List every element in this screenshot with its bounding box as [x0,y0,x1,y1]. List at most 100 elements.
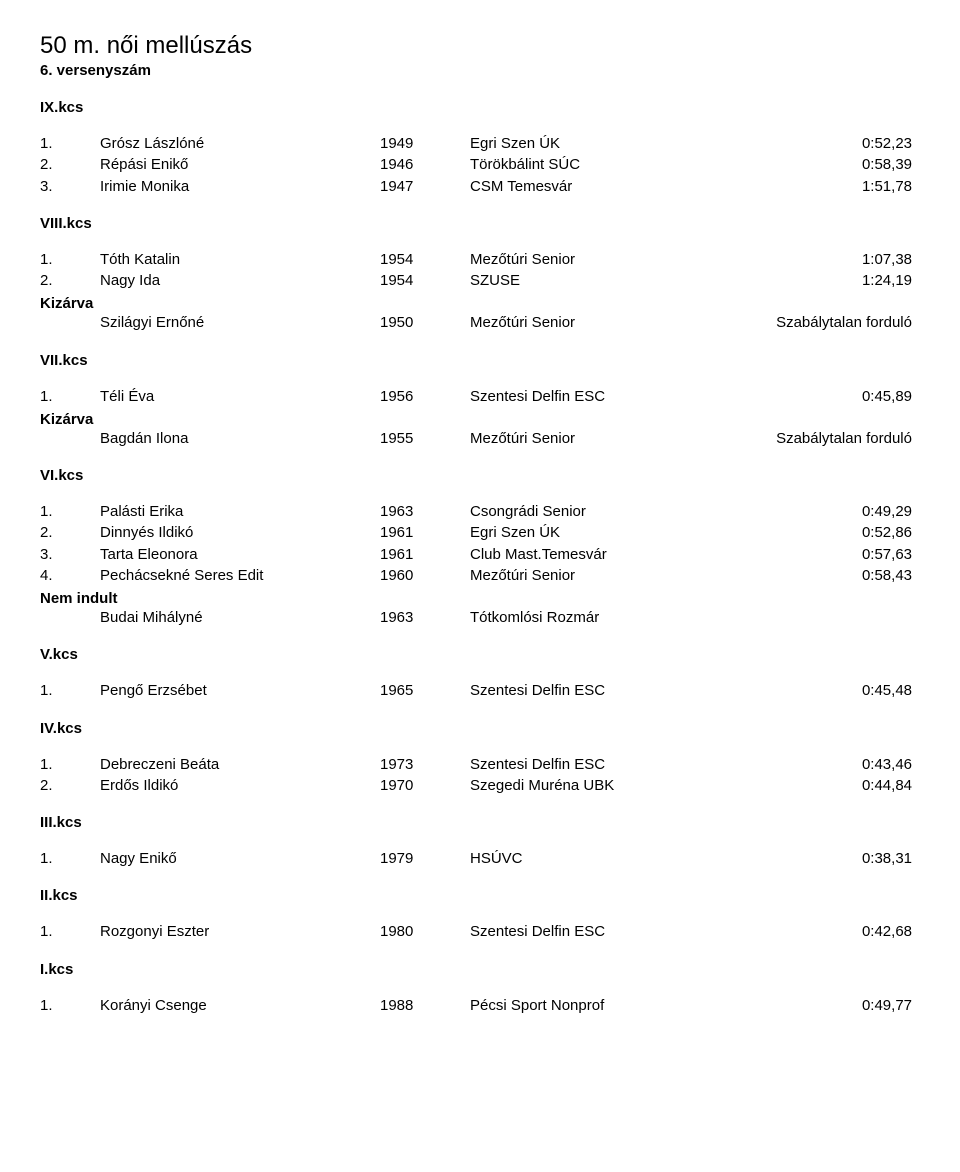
year-cell: 1946 [380,155,470,175]
result-row: 2.Erdős Ildikó1970Szegedi Muréna UBK0:44… [40,776,920,796]
section-label: VIII.kcs [40,215,920,232]
name-cell: Nagy Enikő [100,849,380,869]
result-row: 3.Tarta Eleonora1961Club Mast.Temesvár0:… [40,545,920,565]
result-row: Budai Mihályné1963Tótkomlósi Rozmár [40,608,920,628]
club-cell: HSÚVC [470,849,770,869]
name-cell: Pechácsekné Seres Edit [100,566,380,586]
rank-cell: 1. [40,996,100,1016]
rank-cell: 1. [40,250,100,270]
name-cell: Bagdán Ilona [100,429,380,449]
name-cell: Tarta Eleonora [100,545,380,565]
club-cell: Mezőtúri Senior [470,250,770,270]
year-cell: 1970 [380,776,470,796]
club-cell: SZUSE [470,271,770,291]
result-row: 1.Nagy Enikő1979HSÚVC0:38,31 [40,849,920,869]
section-rows: 1.Grósz Lászlóné1949Egri Szen ÚK0:52,232… [40,134,920,197]
year-cell: 1979 [380,849,470,869]
year-cell: 1954 [380,250,470,270]
section-label: I.kcs [40,961,920,978]
club-cell: Törökbálint SÚC [470,155,770,175]
year-cell: 1980 [380,922,470,942]
result-row: 1.Debreczeni Beáta1973Szentesi Delfin ES… [40,755,920,775]
year-cell: 1961 [380,523,470,543]
result-row: 1.Rozgonyi Eszter1980Szentesi Delfin ESC… [40,922,920,942]
section-rows: 1.Rozgonyi Eszter1980Szentesi Delfin ESC… [40,922,920,942]
result-row: 1.Korányi Csenge1988Pécsi Sport Nonprof0… [40,996,920,1016]
section-label: VII.kcs [40,352,920,369]
section-label: IV.kcs [40,720,920,737]
result-row: 2.Répási Enikő1946Törökbálint SÚC0:58,39 [40,155,920,175]
name-cell: Pengő Erzsébet [100,681,380,701]
club-cell: Szentesi Delfin ESC [470,755,770,775]
section-rows: 1.Tóth Katalin1954Mezőtúri Senior1:07,38… [40,250,920,292]
club-cell: Club Mast.Temesvár [470,545,770,565]
result-row: 1.Pengő Erzsébet1965Szentesi Delfin ESC0… [40,681,920,701]
name-cell: Debreczeni Beáta [100,755,380,775]
club-cell: Szegedi Muréna UBK [470,776,770,796]
rank-cell: 1. [40,922,100,942]
section-label: II.kcs [40,887,920,904]
page-subtitle: 6. versenyszám [40,62,920,79]
time-cell: 0:57,63 [770,545,920,565]
result-row: 1.Tóth Katalin1954Mezőtúri Senior1:07,38 [40,250,920,270]
time-cell: 0:45,48 [770,681,920,701]
name-cell: Korányi Csenge [100,996,380,1016]
section-rows: 1.Debreczeni Beáta1973Szentesi Delfin ES… [40,755,920,797]
year-cell: 1956 [380,387,470,407]
section-label: V.kcs [40,646,920,663]
club-cell: Szentesi Delfin ESC [470,681,770,701]
section-rows: 1.Palásti Erika1963Csongrádi Senior0:49,… [40,502,920,586]
rank-cell: 1. [40,387,100,407]
time-cell [770,608,920,628]
result-row: 1.Téli Éva1956Szentesi Delfin ESC0:45,89 [40,387,920,407]
year-cell: 1963 [380,608,470,628]
time-cell: 0:45,89 [770,387,920,407]
year-cell: 1961 [380,545,470,565]
club-cell: Tótkomlósi Rozmár [470,608,770,628]
club-cell: Pécsi Sport Nonprof [470,996,770,1016]
note-rows: Szilágyi Ernőné1950Mezőtúri SeniorSzabál… [40,313,920,333]
name-cell: Szilágyi Ernőné [100,313,380,333]
rank-cell [40,429,100,449]
time-cell: 1:51,78 [770,177,920,197]
rank-cell: 1. [40,502,100,522]
time-cell: 0:43,46 [770,755,920,775]
time-cell: Szabálytalan forduló [770,429,920,449]
rank-cell [40,313,100,333]
rank-cell [40,608,100,628]
name-cell: Rozgonyi Eszter [100,922,380,942]
name-cell: Budai Mihályné [100,608,380,628]
result-row: 4.Pechácsekné Seres Edit1960Mezőtúri Sen… [40,566,920,586]
time-cell: 0:44,84 [770,776,920,796]
name-cell: Erdős Ildikó [100,776,380,796]
name-cell: Palásti Erika [100,502,380,522]
section-rows: 1.Korányi Csenge1988Pécsi Sport Nonprof0… [40,996,920,1016]
note-label: Kizárva [40,411,920,428]
rank-cell: 1. [40,849,100,869]
time-cell: 0:52,23 [770,134,920,154]
time-cell: 0:58,43 [770,566,920,586]
note-label: Kizárva [40,295,920,312]
rank-cell: 3. [40,177,100,197]
result-row: Bagdán Ilona1955Mezőtúri SeniorSzabályta… [40,429,920,449]
time-cell: 0:38,31 [770,849,920,869]
club-cell: Szentesi Delfin ESC [470,922,770,942]
year-cell: 1965 [380,681,470,701]
year-cell: 1960 [380,566,470,586]
result-row: 1.Grósz Lászlóné1949Egri Szen ÚK0:52,23 [40,134,920,154]
club-cell: Egri Szen ÚK [470,523,770,543]
time-cell: 0:52,86 [770,523,920,543]
time-cell: 0:49,77 [770,996,920,1016]
rank-cell: 1. [40,681,100,701]
year-cell: 1963 [380,502,470,522]
section-rows: 1.Nagy Enikő1979HSÚVC0:38,31 [40,849,920,869]
name-cell: Nagy Ida [100,271,380,291]
result-row: 2.Nagy Ida1954SZUSE1:24,19 [40,271,920,291]
club-cell: Egri Szen ÚK [470,134,770,154]
year-cell: 1947 [380,177,470,197]
time-cell: 1:24,19 [770,271,920,291]
result-row: 3.Irimie Monika1947CSM Temesvár1:51,78 [40,177,920,197]
section-rows: 1.Pengő Erzsébet1965Szentesi Delfin ESC0… [40,681,920,701]
year-cell: 1949 [380,134,470,154]
section-label: III.kcs [40,814,920,831]
